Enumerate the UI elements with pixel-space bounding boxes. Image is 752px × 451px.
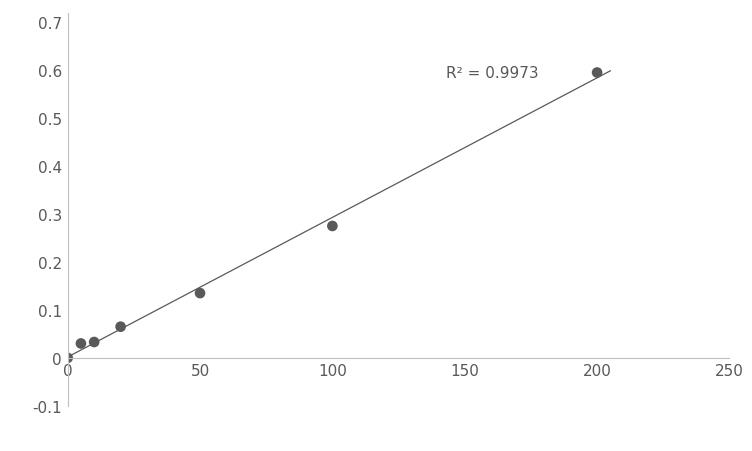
Point <box>62 354 74 362</box>
Point <box>88 339 100 346</box>
Point <box>75 340 87 347</box>
Point <box>194 290 206 297</box>
Text: R² = 0.9973: R² = 0.9973 <box>446 65 539 80</box>
Point <box>326 223 338 230</box>
Point <box>114 323 126 331</box>
Point <box>591 70 603 77</box>
